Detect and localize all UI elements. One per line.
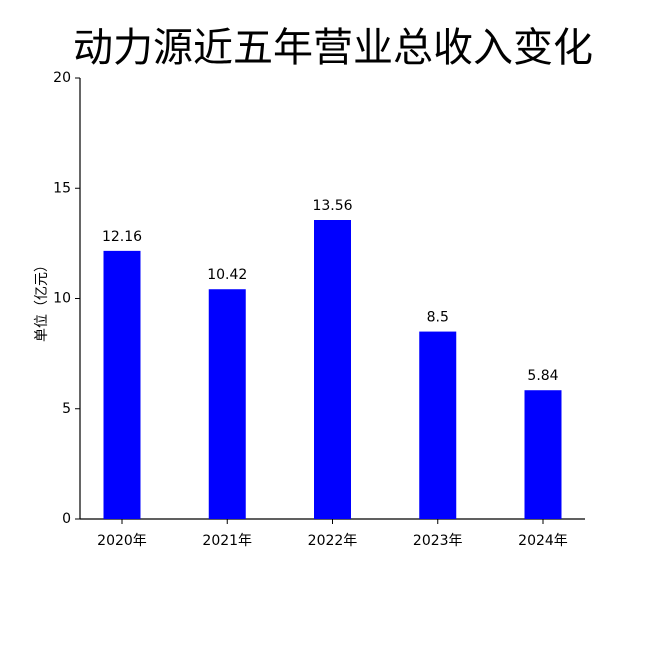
x-tick-label: 2021年: [202, 533, 252, 549]
bar: [314, 220, 351, 519]
y-tick-label: 20: [53, 70, 71, 86]
value-label: 5.84: [527, 368, 558, 384]
x-tick-label: 2023年: [413, 533, 463, 549]
y-tick-label: 5: [62, 401, 71, 417]
bar: [419, 331, 457, 519]
x-tick-label: 2022年: [308, 533, 358, 549]
y-tick-label: 0: [62, 511, 71, 527]
y-tick-label: 15: [53, 180, 71, 196]
chart-title: 动力源近五年营业总收入变化: [73, 25, 593, 71]
y-tick-label: 10: [53, 291, 71, 307]
x-tick-label: 2024年: [518, 533, 568, 549]
y-axis-label: 单位（亿元）: [34, 258, 50, 342]
value-label: 8.5: [427, 310, 449, 326]
x-tick-label: 2020年: [97, 533, 147, 549]
bar: [524, 390, 562, 519]
value-label: 12.16: [102, 229, 142, 245]
value-label: 10.42: [207, 267, 247, 283]
bar: [208, 289, 246, 519]
bar: [103, 250, 141, 519]
value-label: 13.56: [312, 198, 352, 214]
